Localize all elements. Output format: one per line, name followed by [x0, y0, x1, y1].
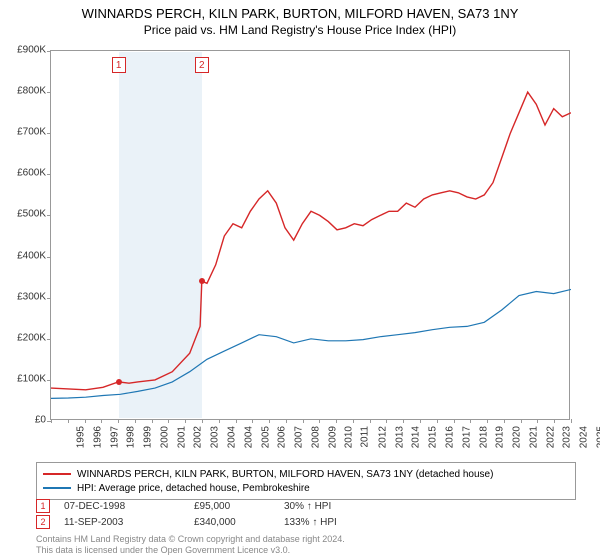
chart-container: WINNARDS PERCH, KILN PARK, BURTON, MILFO…: [0, 0, 600, 560]
y-axis-label: £600K: [17, 168, 46, 179]
x-axis-label: 2009: [327, 426, 338, 448]
y-axis-label: £200K: [17, 332, 46, 343]
transaction-marker: 2: [36, 515, 50, 529]
footnote-line1: Contains HM Land Registry data © Crown c…: [36, 534, 345, 545]
marker-dot-2: [199, 278, 205, 284]
x-axis-label: 2001: [176, 426, 187, 448]
chart-title: WINNARDS PERCH, KILN PARK, BURTON, MILFO…: [0, 0, 600, 38]
x-axis-label: 2022: [545, 426, 556, 448]
transaction-marker: 1: [36, 499, 50, 513]
transaction-date: 11-SEP-2003: [64, 517, 194, 528]
legend-label: WINNARDS PERCH, KILN PARK, BURTON, MILFO…: [77, 469, 493, 480]
y-axis-label: £300K: [17, 291, 46, 302]
y-axis-label: £100K: [17, 373, 46, 384]
x-axis-label: 2019: [495, 426, 506, 448]
x-axis-label: 2011: [360, 426, 371, 448]
x-axis-label: 2017: [461, 426, 472, 448]
transaction-hpi: 30% ↑ HPI: [284, 501, 394, 512]
transaction-row: 2 11-SEP-2003£340,000133% ↑ HPI: [36, 514, 394, 530]
x-axis-label: 1998: [126, 426, 137, 448]
x-axis-label: 2008: [310, 426, 321, 448]
x-axis-label: 2016: [444, 426, 455, 448]
transactions-table: 1 07-DEC-1998£95,00030% ↑ HPI 2 11-SEP-2003…: [36, 498, 394, 530]
x-axis-label: 2025: [595, 426, 600, 448]
x-axis-label: 2020: [511, 426, 522, 448]
line-series-svg: [51, 51, 571, 421]
plot-area: 12: [50, 50, 570, 420]
legend-label: HPI: Average price, detached house, Pemb…: [77, 483, 310, 494]
series-hpi: [51, 289, 571, 398]
x-axis-label: 2012: [377, 426, 388, 448]
x-axis-label: 2023: [562, 426, 573, 448]
x-axis-label: 2024: [578, 426, 589, 448]
x-axis-label: 2021: [528, 426, 539, 448]
x-axis-label: 2010: [344, 426, 355, 448]
legend-swatch: [43, 487, 71, 489]
y-axis-label: £700K: [17, 127, 46, 138]
transaction-price: £95,000: [194, 501, 284, 512]
x-axis-label: 1997: [109, 426, 120, 448]
x-axis-label: 2018: [478, 426, 489, 448]
legend: WINNARDS PERCH, KILN PARK, BURTON, MILFO…: [36, 462, 576, 500]
legend-swatch: [43, 473, 71, 475]
legend-item: WINNARDS PERCH, KILN PARK, BURTON, MILFO…: [43, 467, 569, 481]
x-axis-label: 2002: [193, 426, 204, 448]
x-axis-label: 2004: [243, 426, 254, 448]
marker-dot-1: [116, 379, 122, 385]
y-axis-label: £800K: [17, 86, 46, 97]
x-axis-label: 2014: [411, 426, 422, 448]
marker-box-2: 2: [195, 57, 209, 73]
marker-box-1: 1: [112, 57, 126, 73]
x-axis-label: 2015: [428, 426, 439, 448]
footnote: Contains HM Land Registry data © Crown c…: [36, 534, 345, 556]
transaction-row: 1 07-DEC-1998£95,00030% ↑ HPI: [36, 498, 394, 514]
legend-item: HPI: Average price, detached house, Pemb…: [43, 481, 569, 495]
x-axis-label: 2004: [226, 426, 237, 448]
x-axis-label: 2007: [293, 426, 304, 448]
x-axis-label: 1996: [92, 426, 103, 448]
transaction-date: 07-DEC-1998: [64, 501, 194, 512]
series-property: [51, 92, 571, 390]
title-line2: Price paid vs. HM Land Registry's House …: [0, 23, 600, 39]
x-axis-label: 2006: [277, 426, 288, 448]
x-axis-label: 2000: [159, 426, 170, 448]
x-axis-label: 2013: [394, 426, 405, 448]
x-axis-label: 1999: [142, 426, 153, 448]
footnote-line2: This data is licensed under the Open Gov…: [36, 545, 345, 556]
y-axis-label: £400K: [17, 250, 46, 261]
x-axis-label: 2005: [260, 426, 271, 448]
chart-area: 12 £0£100K£200K£300K£400K£500K£600K£700K…: [50, 50, 570, 420]
title-line1: WINNARDS PERCH, KILN PARK, BURTON, MILFO…: [0, 6, 600, 23]
y-axis-label: £0: [35, 415, 46, 426]
y-axis-label: £900K: [17, 45, 46, 56]
x-axis-label: 1995: [75, 426, 86, 448]
transaction-price: £340,000: [194, 517, 284, 528]
x-axis-label: 2003: [209, 426, 220, 448]
y-axis-label: £500K: [17, 209, 46, 220]
transaction-hpi: 133% ↑ HPI: [284, 517, 394, 528]
